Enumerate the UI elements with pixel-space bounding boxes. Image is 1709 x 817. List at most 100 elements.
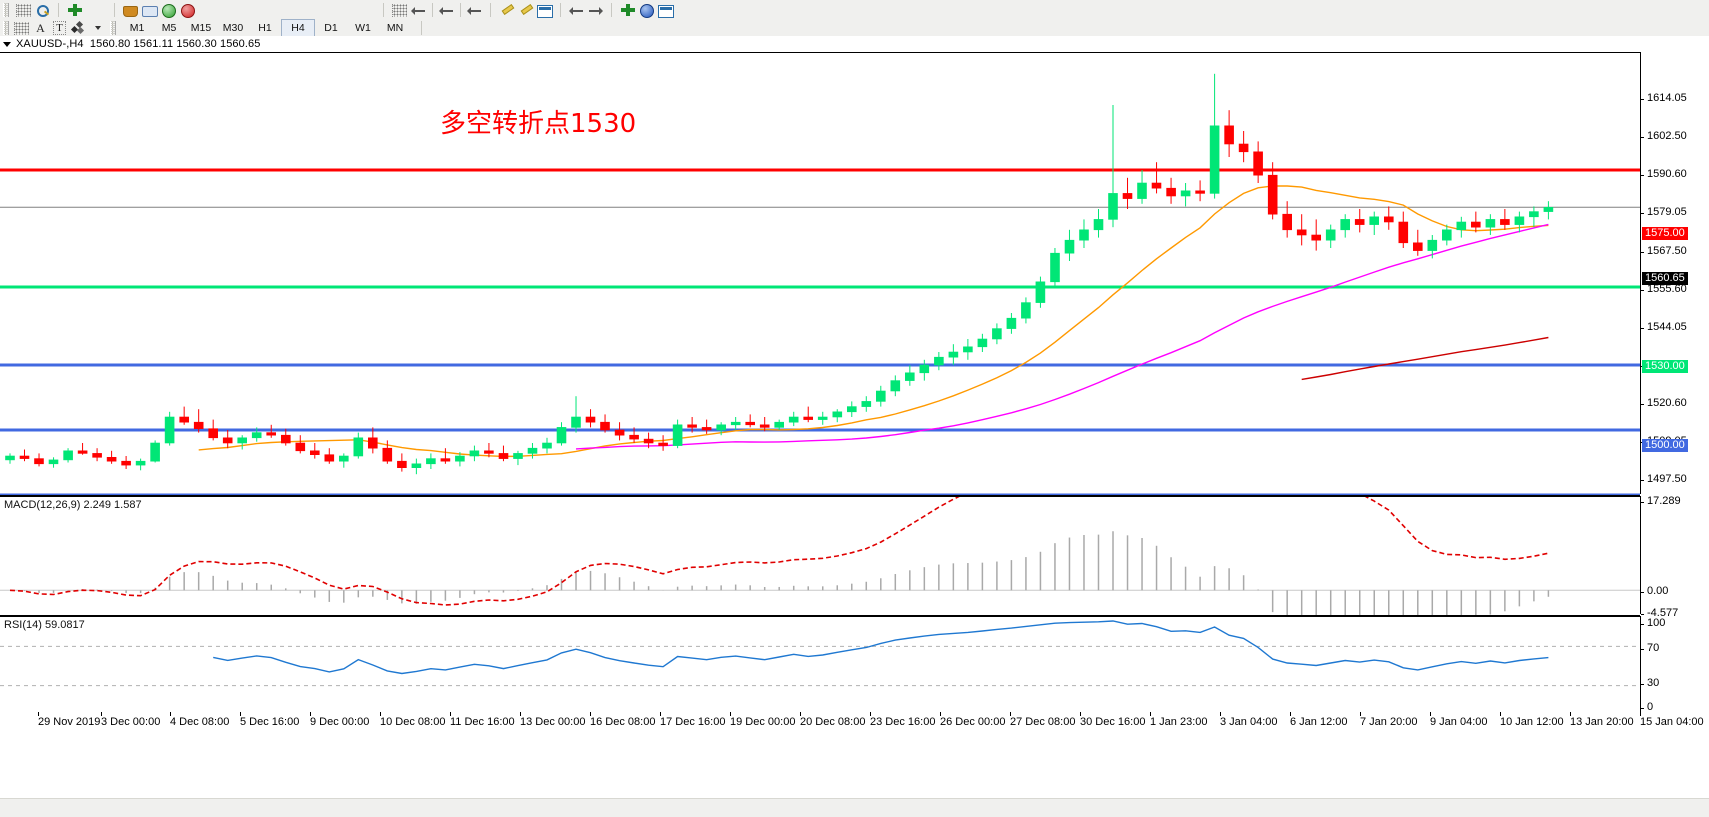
timeframe-button-mn[interactable]: MN bbox=[386, 22, 404, 34]
timeframe-button-m30[interactable]: M30 bbox=[222, 22, 244, 34]
candlestick bbox=[1340, 214, 1350, 238]
candlestick bbox=[469, 445, 480, 462]
time-tick bbox=[1220, 712, 1221, 716]
candlestick bbox=[571, 396, 581, 433]
macd-pane-canvas bbox=[0, 497, 1640, 615]
candlestick bbox=[716, 422, 727, 436]
moving-average-line bbox=[198, 185, 1549, 458]
candlestick bbox=[1079, 219, 1089, 248]
crosshair-icon[interactable] bbox=[390, 1, 409, 19]
macd-pane[interactable]: MACD(12,26,9) 2.249 1.587 bbox=[0, 496, 1640, 616]
candlestick bbox=[1325, 224, 1336, 248]
rsi-pane[interactable]: RSI(14) 59.0817 bbox=[0, 616, 1640, 716]
timeframe-group-grip[interactable] bbox=[110, 21, 116, 35]
pencil-small-icon[interactable] bbox=[516, 1, 535, 19]
price-pane[interactable]: 多空转折点1530 bbox=[0, 52, 1640, 496]
candlestick bbox=[295, 435, 306, 454]
candlestick bbox=[846, 401, 857, 417]
terminal-window-icon[interactable] bbox=[140, 1, 159, 19]
refresh-blue-icon[interactable] bbox=[637, 1, 656, 19]
zoom-out-icon[interactable] bbox=[586, 1, 605, 19]
dropdown-caret-icon[interactable] bbox=[88, 19, 107, 37]
time-axis-label: 30 Dec 16:00 bbox=[1080, 716, 1146, 728]
secondary-toolbar: A T M1 M5 M15 M30 H1 H4 D1 W1 MN bbox=[0, 18, 1709, 38]
candlestick bbox=[817, 411, 828, 425]
candlestick bbox=[411, 458, 422, 475]
time-tick bbox=[240, 712, 241, 716]
dotted-f-icon[interactable] bbox=[12, 19, 31, 37]
candlestick bbox=[614, 422, 625, 441]
chart-menu-caret-icon[interactable] bbox=[3, 41, 11, 47]
timeframe-button-h4[interactable]: H4 bbox=[281, 18, 315, 38]
time-tick bbox=[730, 712, 731, 716]
vertical-line-icon[interactable] bbox=[437, 1, 456, 19]
new-order-icon[interactable] bbox=[65, 1, 84, 19]
candlestick bbox=[1238, 131, 1249, 163]
symbol-info-bar: XAUUSD-,H4 1560.80 1561.11 1560.30 1560.… bbox=[0, 36, 1709, 52]
text-A-icon[interactable]: A bbox=[36, 20, 45, 35]
zoom-in-icon[interactable] bbox=[567, 1, 586, 19]
play-green-icon[interactable] bbox=[159, 1, 178, 19]
expert-advisor-icon[interactable] bbox=[121, 1, 140, 19]
time-tick bbox=[450, 712, 451, 716]
candlestick bbox=[222, 430, 233, 449]
candlestick bbox=[498, 445, 509, 462]
horizontal-line-icon[interactable] bbox=[409, 1, 428, 19]
timeframe-button-h1[interactable]: H1 bbox=[258, 22, 272, 34]
time-tick bbox=[1430, 712, 1431, 716]
time-tick bbox=[520, 712, 521, 716]
timeframe-button-m1[interactable]: M1 bbox=[129, 22, 145, 34]
candlestick bbox=[251, 427, 262, 442]
candlestick bbox=[1500, 209, 1510, 230]
macd-label: MACD(12,26,9) 2.249 1.587 bbox=[4, 499, 142, 511]
time-axis-label: 4 Dec 08:00 bbox=[170, 716, 230, 728]
price-level-tag: 1560.65 bbox=[1642, 272, 1688, 285]
add-green-icon[interactable] bbox=[618, 1, 637, 19]
candlestick bbox=[934, 352, 944, 371]
stop-red-icon[interactable] bbox=[178, 1, 197, 19]
candlestick bbox=[585, 409, 596, 428]
rsi-label: RSI(14) 59.0817 bbox=[4, 619, 85, 631]
candlestick bbox=[1209, 73, 1220, 199]
diamonds-icon[interactable] bbox=[69, 19, 88, 37]
toolbar-grip[interactable] bbox=[3, 3, 9, 17]
candlestick bbox=[353, 432, 364, 459]
time-tick bbox=[310, 712, 311, 716]
time-tick bbox=[380, 712, 381, 716]
candlestick bbox=[1543, 201, 1554, 220]
candlestick bbox=[788, 411, 799, 427]
grid-blue-icon[interactable] bbox=[535, 1, 554, 19]
price-scale[interactable]: 1614.05 1602.50 1590.60 1579.05 1567.50 1555.… bbox=[1640, 52, 1709, 599]
time-tick bbox=[1640, 712, 1641, 716]
candlestick bbox=[1050, 248, 1060, 287]
timeframe-button-d1[interactable]: D1 bbox=[324, 22, 338, 34]
candlestick bbox=[309, 443, 320, 459]
rsi-chart-svg bbox=[0, 620, 1640, 687]
timeframe-button-m5[interactable]: M5 bbox=[161, 22, 177, 34]
secondary-toolbar-grip[interactable] bbox=[3, 21, 9, 35]
candlestick bbox=[658, 435, 668, 451]
trendline-icon[interactable] bbox=[465, 1, 484, 19]
candlestick bbox=[527, 443, 538, 459]
chart-panes: 多空转折点1530 1614.05 1602.50 1590.60 1579.05 15… bbox=[0, 52, 1709, 780]
timeframe-button-m15[interactable]: M15 bbox=[190, 22, 212, 34]
candlestick bbox=[730, 417, 741, 430]
candlestick bbox=[367, 427, 378, 454]
time-axis-label: 7 Jan 20:00 bbox=[1360, 716, 1418, 728]
pencil-yellow-icon[interactable] bbox=[497, 1, 516, 19]
candlestick bbox=[1311, 219, 1321, 251]
candlestick bbox=[1282, 201, 1292, 238]
grid-icon[interactable] bbox=[14, 1, 33, 19]
text-label-icon[interactable]: T bbox=[50, 19, 69, 37]
candlestick bbox=[1384, 206, 1394, 230]
candlestick bbox=[1166, 177, 1176, 204]
time-axis-label: 6 Jan 12:00 bbox=[1290, 716, 1348, 728]
candlestick bbox=[48, 457, 59, 468]
magnifier-icon[interactable] bbox=[33, 1, 52, 19]
candlestick bbox=[1456, 216, 1467, 238]
time-axis-label: 29 Nov 2019 bbox=[38, 716, 101, 728]
time-tick bbox=[101, 712, 102, 716]
time-axis[interactable]: 29 Nov 2019 3 Dec 00:00 4 Dec 08:00 5 Dec 1… bbox=[0, 712, 1709, 732]
properties-icon[interactable] bbox=[656, 1, 675, 19]
timeframe-button-w1[interactable]: W1 bbox=[355, 22, 371, 34]
